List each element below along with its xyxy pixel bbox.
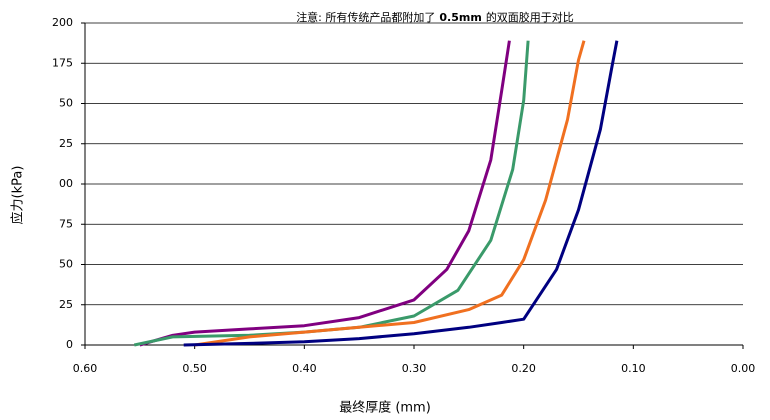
x-tick-label: 0.30 xyxy=(402,362,427,375)
y-axis-label: 应力(kPa) xyxy=(10,166,26,225)
series-line xyxy=(194,40,586,347)
series-line xyxy=(133,40,530,347)
title-part: 注意: 所有传统产品都附加了 xyxy=(296,10,435,24)
x-tick-label: 0.50 xyxy=(182,362,207,375)
chart-title: 注意: 所有传统产品都附加了 0.5mm 的双面胶用于对比 xyxy=(296,10,574,24)
y-tick-label: 50 xyxy=(59,258,73,271)
title-part: 0.5mm xyxy=(439,11,481,24)
x-tick-label: 0.20 xyxy=(511,362,536,375)
y-tick-label: 0 xyxy=(66,338,73,351)
y-tick-label: 75 xyxy=(59,217,73,230)
y-tick-label: 25 xyxy=(59,298,73,311)
y-tick-label: 200 xyxy=(52,16,73,29)
y-tick-label: 00 xyxy=(59,177,73,190)
title-part: 的双面胶用于对比 xyxy=(486,10,574,24)
x-tick-label: 0.00 xyxy=(731,362,756,375)
x-tick-label: 0.60 xyxy=(73,362,98,375)
y-tick-label: 175 xyxy=(52,56,73,69)
x-tick-label: 0.40 xyxy=(292,362,317,375)
y-tick-label: 25 xyxy=(59,137,73,150)
y-tick-label: 50 xyxy=(59,97,73,110)
series-line xyxy=(183,40,619,347)
x-tick-label: 0.10 xyxy=(621,362,646,375)
series-line xyxy=(139,40,511,347)
x-axis-label: 最终厚度 (mm) xyxy=(339,400,431,416)
